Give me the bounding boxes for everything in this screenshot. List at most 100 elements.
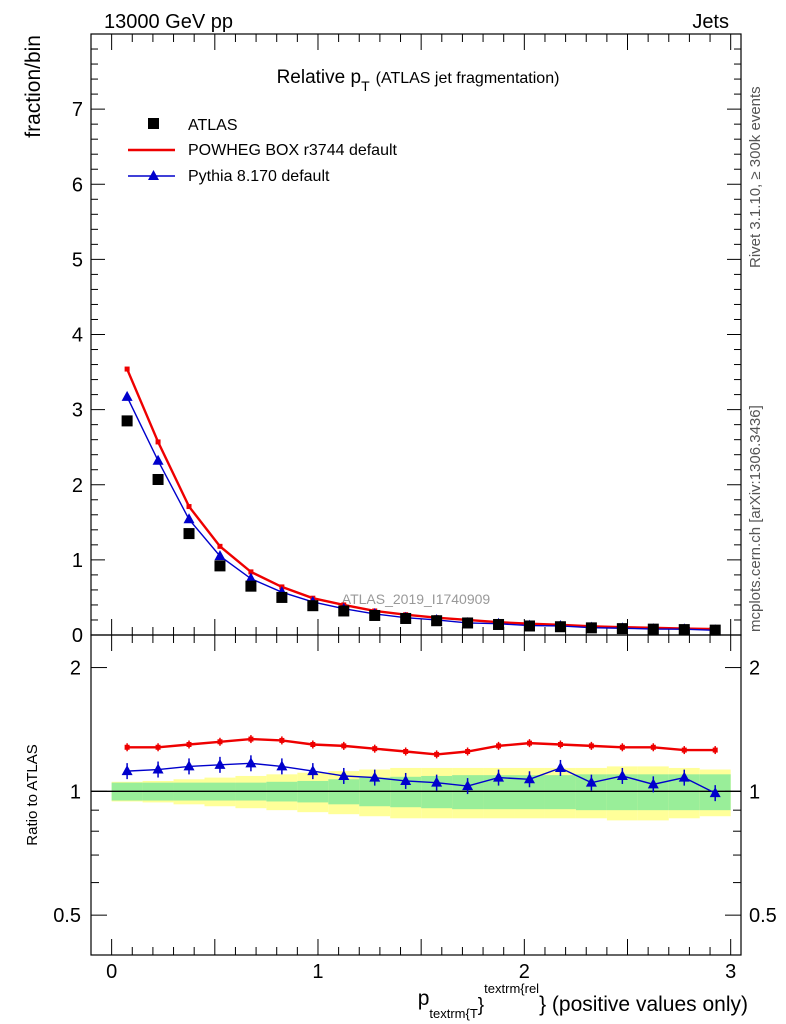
ratio-pythia-point — [523, 773, 535, 784]
legend-marker-pythia — [148, 170, 159, 180]
ratio-pythia-line — [127, 762, 716, 794]
ratio-pythia-point — [647, 778, 659, 789]
ratio-powheg-point — [217, 739, 223, 745]
ratio-powheg-point — [248, 736, 254, 742]
xlabel: ptextrm{T}textrm{rel} (positive values o… — [418, 981, 748, 1021]
ratio-powheg-point — [496, 743, 502, 749]
ratio-powheg-point — [619, 744, 625, 750]
ratio-plot-area: 0.5 0.5 1 1 2 2 0 1 2 3 — [53, 634, 777, 983]
xlabel-rest: } (positive values only) — [539, 993, 748, 1016]
ratio-pythia-point — [462, 780, 474, 791]
ratio-pythia-point — [245, 757, 257, 768]
ratio-xtick-label: 1 — [312, 961, 323, 983]
ratio-frame — [90, 634, 742, 956]
main-atlas-point — [214, 560, 226, 572]
ratio-pythia-point — [369, 771, 381, 782]
xlabel-main: p — [418, 987, 430, 1010]
main-powheg-point — [124, 366, 130, 372]
main-ytick-label: 7 — [72, 99, 83, 121]
main-powheg-point — [155, 439, 161, 445]
main-atlas-point — [616, 623, 628, 635]
main-powheg-point — [248, 569, 254, 575]
main-ytick-label: 4 — [72, 325, 83, 347]
ratio-powheg-point — [341, 743, 347, 749]
ratio-pythia-point — [493, 771, 505, 782]
title-main-text: Relative p — [277, 67, 362, 88]
ratio-pythia-point — [554, 761, 566, 772]
watermark: ATLAS_2019_I1740909 — [342, 591, 491, 607]
ratio-powheg-point — [310, 741, 316, 747]
legend-marker-atlas — [148, 118, 159, 129]
ratio-pythia-point — [616, 769, 628, 780]
main-ytick-label: 0 — [72, 625, 83, 647]
main-atlas-point — [338, 605, 350, 617]
ratio-pythia-point — [678, 771, 690, 782]
title-subscript: T — [361, 78, 370, 94]
main-atlas-point — [431, 615, 443, 627]
ratio-pythia-point — [214, 758, 226, 769]
ratio-xtick-label: 0 — [106, 961, 117, 983]
ratio-pythia-point — [276, 760, 288, 771]
main-plot-area: 0 1 2 3 4 5 6 7 — [72, 33, 742, 647]
ratio-powheg-point — [588, 743, 594, 749]
ratio-ylabel: Ratio to ATLAS — [24, 744, 41, 845]
ratio-pythia-point — [307, 765, 319, 776]
header-process: Jets — [692, 11, 729, 33]
legend-label-pythia: Pythia 8.170 default — [188, 168, 330, 185]
main-atlas-point — [678, 624, 690, 636]
ratio-pythia-point — [152, 763, 164, 774]
ratio-powheg-point — [155, 744, 161, 750]
ratio-powheg-line — [127, 737, 716, 756]
ratio-powheg-point — [465, 749, 471, 755]
ratio-powheg-point — [279, 737, 285, 743]
main-atlas-point — [493, 618, 505, 630]
main-ylabel: fraction/bin — [22, 35, 45, 138]
main-atlas-point — [709, 624, 721, 636]
main-pythia-point — [152, 454, 164, 465]
main-pythia-point — [245, 572, 257, 583]
ratio-powheg-point — [434, 751, 440, 757]
ratio-pythia-point — [585, 776, 597, 787]
xlabel-sub: textrm{T — [429, 1006, 477, 1021]
main-ytick-label: 6 — [72, 174, 83, 196]
ratio-ytick-label-right: 2 — [749, 658, 760, 680]
main-atlas-point — [245, 580, 257, 592]
legend: ATLAS POWHEG BOX r3744 default Pythia 8.… — [128, 117, 398, 185]
ratio-ytick-label-right: 0.5 — [749, 905, 777, 927]
ratio-ytick-label: 2 — [70, 658, 81, 680]
ratio-pythia-point — [709, 787, 721, 798]
ratio-series-group — [121, 735, 721, 802]
main-ytick-label: 3 — [72, 400, 83, 422]
ratio-powheg-point — [526, 740, 532, 746]
ratio-powheg-point — [681, 747, 687, 753]
ratio-powheg-point — [712, 747, 718, 753]
rivet-label: Rivet 3.1.10, ≥ 300k events — [747, 86, 764, 268]
main-pythia-point — [183, 513, 195, 524]
legend-label-atlas: ATLAS — [188, 117, 238, 134]
main-atlas-point — [554, 621, 566, 633]
main-ytick-label: 1 — [72, 550, 83, 572]
main-pythia-point — [121, 390, 133, 401]
ratio-powheg-point — [403, 749, 409, 755]
title-rest-text: (ATLAS jet fragmentation) — [376, 70, 560, 87]
legend-label-powheg: POWHEG BOX r3744 default — [188, 142, 398, 159]
ratio-ytick-label: 1 — [70, 781, 81, 803]
ratio-xtick-label: 2 — [519, 961, 530, 983]
main-atlas-point — [152, 473, 164, 485]
main-atlas-point — [183, 528, 195, 540]
header-energy: 13000 GeV pp — [104, 11, 233, 33]
ratio-pythia-point — [431, 776, 443, 787]
ratio-pythia-point — [400, 774, 412, 785]
main-atlas-point — [307, 600, 319, 612]
main-title: Relative pT (ATLAS jet fragmentation) — [277, 67, 560, 94]
ratio-pythia-point — [183, 760, 195, 771]
main-powheg-point — [217, 543, 223, 549]
main-series-group — [121, 366, 721, 636]
ratio-powheg-point — [650, 744, 656, 750]
main-atlas-point — [276, 591, 288, 603]
main-ytick-label: 2 — [72, 475, 83, 497]
main-atlas-point — [462, 617, 474, 629]
main-atlas-point — [585, 622, 597, 634]
main-powheg-point — [186, 504, 192, 510]
